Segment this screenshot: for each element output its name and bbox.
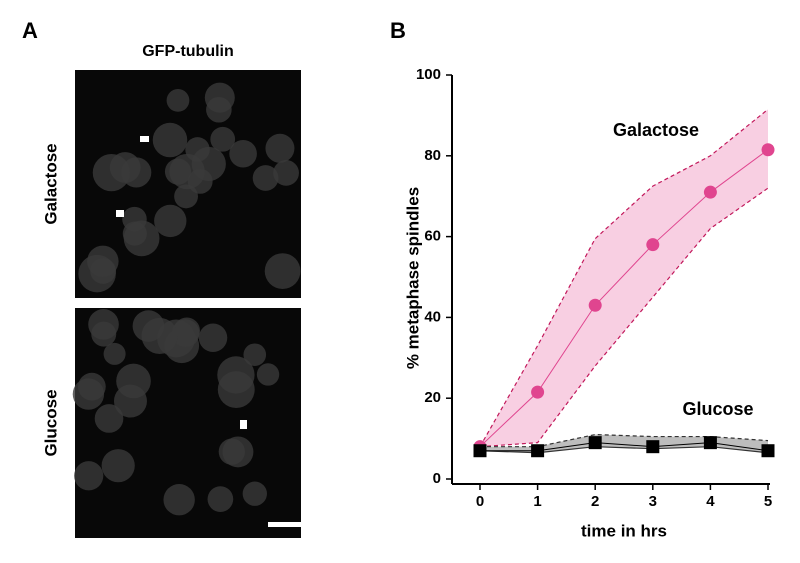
marker [761,143,775,157]
cell [109,152,141,183]
y-tick-label: 20 [424,389,441,406]
cell [94,404,124,433]
cell [242,481,267,506]
marker [531,444,545,458]
cell [163,483,195,516]
cell [154,204,187,238]
spindle [240,420,247,429]
x-tick-label: 1 [533,493,541,510]
x-axis-label: time in hrs [581,521,667,540]
spindle [116,210,124,217]
cell [218,438,245,465]
marker [473,444,487,458]
cell [103,342,126,365]
cell [152,122,188,158]
marker [646,238,660,252]
band-lower [479,446,769,454]
cell [210,126,236,152]
cell [264,253,301,289]
series-label: Galactose [613,120,699,140]
marker [531,385,545,399]
cell [101,449,135,483]
marker [588,436,602,450]
cell [265,133,295,163]
band-upper [479,108,769,447]
marker [588,298,602,312]
marker [646,440,660,454]
scale-bar [268,522,318,527]
cell [207,486,234,512]
cell [217,371,255,409]
y-tick-label: 40 [424,308,441,325]
cell [252,165,279,191]
y-tick-label: 80 [424,147,441,164]
row-label: Galactose [41,143,60,224]
cell [74,461,104,491]
cell [91,321,117,347]
cell [90,258,116,284]
series-label: Glucose [682,399,753,419]
y-axis-label: % metaphase spindles [403,187,422,369]
series-line [480,442,769,452]
x-tick-label: 5 [764,493,772,510]
cell [123,220,160,257]
panel-title: GFP-tubulin [142,43,234,60]
cell [243,343,267,367]
marker [761,444,775,458]
panel-label: A [22,18,38,43]
y-tick-label: 60 [424,228,441,245]
x-tick-label: 0 [476,493,484,510]
x-tick-label: 4 [706,493,715,510]
spindle [140,136,149,142]
cell [206,96,232,123]
y-tick-label: 0 [433,470,441,487]
series-line [479,149,769,448]
cell [198,323,228,353]
marker [703,436,717,450]
row-label: Glucose [41,389,60,456]
x-tick-label: 3 [649,493,657,510]
cell [116,363,151,399]
cell [166,89,190,112]
cell [256,363,280,386]
marker [703,185,717,199]
cells [72,82,301,516]
cell [132,310,165,342]
x-tick-label: 2 [591,493,599,510]
band [480,434,768,453]
band [480,109,768,447]
panel-label: B [390,18,406,43]
cell [72,378,105,410]
cell [273,160,299,186]
band-upper [480,433,769,448]
y-tick-label: 100 [416,66,441,83]
band-lower [479,187,769,448]
cell [229,139,257,168]
cell [171,319,200,348]
cell [164,158,192,185]
